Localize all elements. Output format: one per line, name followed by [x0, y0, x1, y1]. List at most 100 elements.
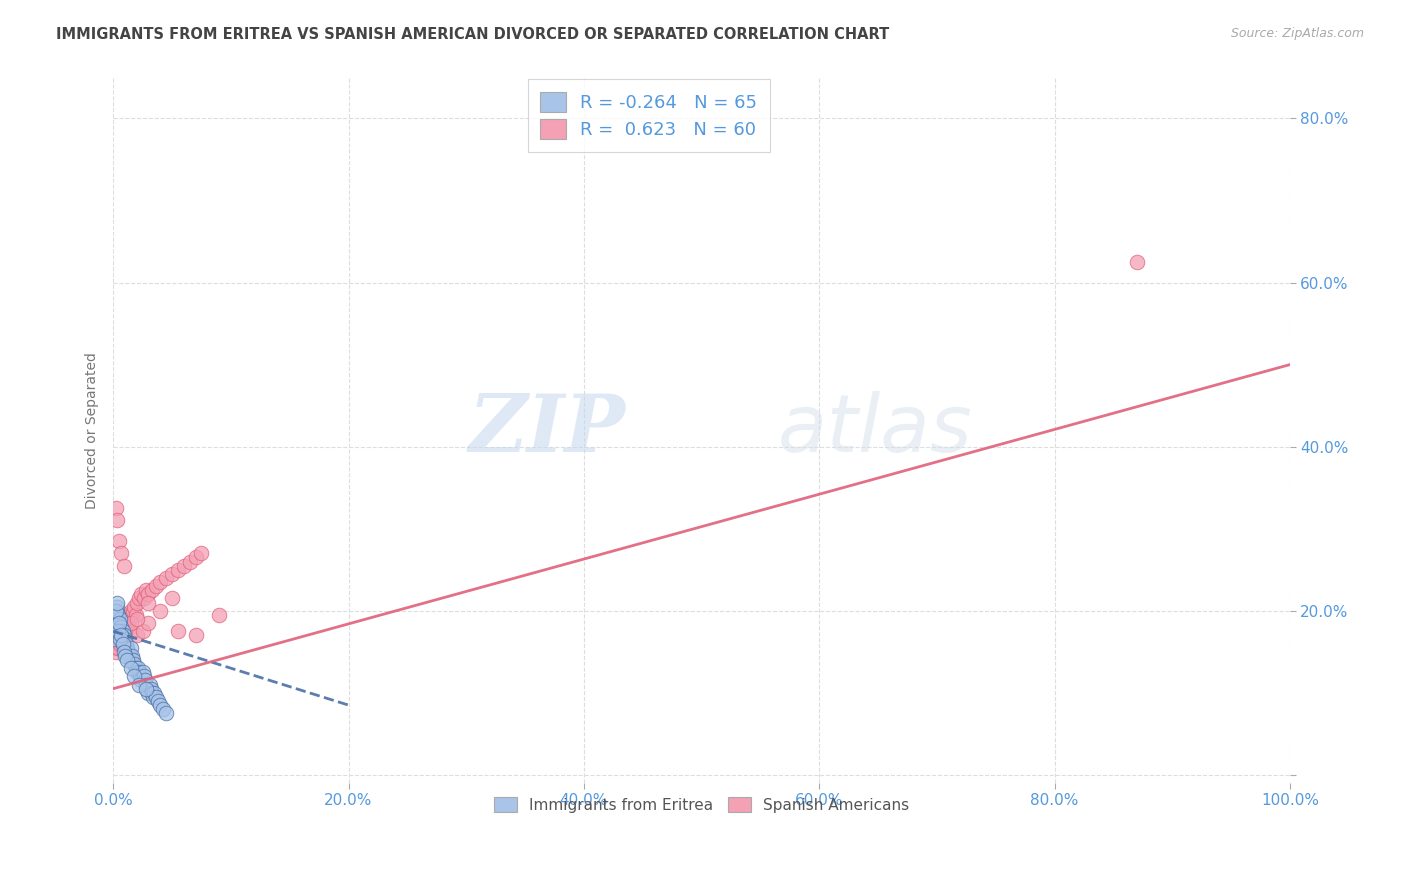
Point — [121, 607, 143, 622]
Point — [138, 677, 160, 691]
Point — [108, 534, 131, 549]
Point — [184, 550, 207, 565]
Point — [149, 698, 172, 712]
Point — [179, 555, 201, 569]
Point — [105, 595, 128, 609]
Point — [110, 612, 132, 626]
Y-axis label: Divorced or Separated: Divorced or Separated — [86, 351, 100, 508]
Point — [190, 546, 212, 560]
Point — [103, 607, 125, 622]
Point — [125, 628, 148, 642]
Point — [124, 669, 146, 683]
Point — [111, 636, 134, 650]
Point — [118, 648, 141, 663]
Point — [107, 640, 129, 655]
Point — [120, 604, 142, 618]
Point — [124, 661, 146, 675]
Point — [138, 686, 160, 700]
Point — [117, 615, 139, 630]
Point — [134, 673, 156, 688]
Point — [120, 640, 142, 655]
Point — [208, 607, 231, 622]
Point — [104, 501, 127, 516]
Point — [120, 624, 142, 639]
Point — [138, 587, 160, 601]
Point — [105, 612, 128, 626]
Point — [108, 628, 131, 642]
Point — [149, 604, 172, 618]
Point — [141, 686, 163, 700]
Point — [110, 546, 132, 560]
Point — [107, 607, 129, 622]
Point — [111, 628, 134, 642]
Point — [128, 677, 150, 691]
Point — [104, 604, 127, 618]
Point — [120, 615, 142, 630]
Point — [132, 591, 155, 606]
Point — [139, 681, 162, 696]
Point — [128, 665, 150, 680]
Point — [138, 595, 160, 609]
Point — [128, 591, 150, 606]
Point — [131, 673, 153, 688]
Point — [125, 595, 148, 609]
Point — [138, 615, 160, 630]
Point — [142, 690, 165, 704]
Point — [1126, 255, 1149, 269]
Point — [114, 632, 136, 647]
Text: ZIP: ZIP — [468, 392, 626, 469]
Point — [152, 702, 174, 716]
Point — [117, 612, 139, 626]
Point — [160, 591, 183, 606]
Point — [107, 640, 129, 655]
Point — [105, 632, 128, 647]
Point — [127, 661, 149, 675]
Point — [112, 558, 135, 573]
Point — [136, 681, 159, 696]
Point — [149, 574, 172, 589]
Point — [104, 645, 127, 659]
Text: Source: ZipAtlas.com: Source: ZipAtlas.com — [1230, 27, 1364, 40]
Point — [141, 583, 163, 598]
Point — [117, 645, 139, 659]
Point — [145, 690, 167, 704]
Point — [160, 566, 183, 581]
Point — [184, 628, 207, 642]
Point — [124, 599, 146, 614]
Point — [125, 665, 148, 680]
Point — [146, 694, 169, 708]
Text: IMMIGRANTS FROM ERITREA VS SPANISH AMERICAN DIVORCED OR SEPARATED CORRELATION CH: IMMIGRANTS FROM ERITREA VS SPANISH AMERI… — [56, 27, 890, 42]
Point — [114, 640, 136, 655]
Point — [108, 636, 131, 650]
Point — [145, 579, 167, 593]
Point — [112, 628, 135, 642]
Point — [132, 669, 155, 683]
Point — [129, 669, 152, 683]
Point — [120, 661, 142, 675]
Point — [110, 628, 132, 642]
Legend: Immigrants from Eritrea, Spanish Americans: Immigrants from Eritrea, Spanish America… — [481, 784, 922, 825]
Point — [108, 615, 131, 630]
Point — [104, 604, 127, 618]
Point — [104, 636, 127, 650]
Point — [155, 571, 177, 585]
Point — [124, 607, 146, 622]
Point — [131, 665, 153, 680]
Point — [117, 653, 139, 667]
Point — [114, 624, 136, 639]
Point — [110, 632, 132, 647]
Point — [103, 632, 125, 647]
Point — [135, 677, 157, 691]
Point — [125, 612, 148, 626]
Point — [135, 681, 157, 696]
Point — [111, 624, 134, 639]
Point — [124, 657, 146, 671]
Point — [117, 615, 139, 630]
Point — [107, 624, 129, 639]
Point — [111, 628, 134, 642]
Point — [143, 686, 166, 700]
Point — [105, 624, 128, 639]
Point — [131, 587, 153, 601]
Point — [103, 640, 125, 655]
Point — [108, 628, 131, 642]
